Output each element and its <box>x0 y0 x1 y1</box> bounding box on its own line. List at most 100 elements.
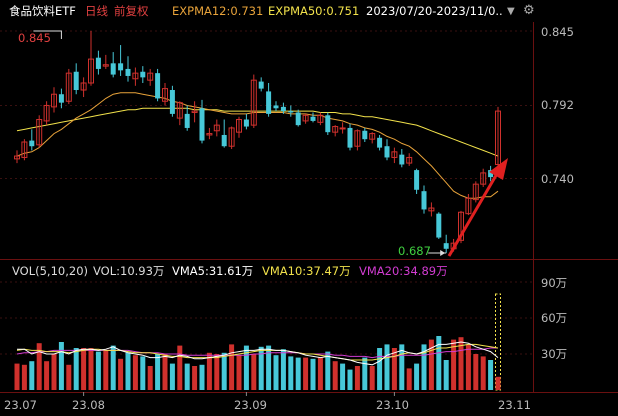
volume-bar <box>480 356 486 390</box>
volume-bar <box>199 364 205 390</box>
time-tick: 23.08 <box>72 398 105 412</box>
candle-body <box>421 191 427 210</box>
volume-bar <box>406 368 412 390</box>
candle-body <box>369 133 376 140</box>
annotation-overlay <box>33 30 508 257</box>
candle-body <box>414 170 420 190</box>
candle-body <box>155 73 161 99</box>
volume-bar <box>325 351 331 390</box>
volume-bar <box>73 348 79 390</box>
ema12-label: EXPMA12:0.731 <box>172 4 264 18</box>
volume-bar <box>66 364 72 390</box>
candle-body <box>384 146 390 158</box>
volume-bar <box>95 351 101 390</box>
candle-body <box>443 243 449 249</box>
candle-body <box>65 72 72 102</box>
adjust-label[interactable]: 前复权 <box>114 4 149 18</box>
candle-body <box>288 111 294 113</box>
volume-bar <box>88 348 94 390</box>
gear-icon[interactable]: ⚙ <box>523 3 535 18</box>
candle-body <box>95 57 101 69</box>
time-tick: 23.11 <box>498 398 531 412</box>
volume-bar <box>384 344 390 390</box>
time-tick: 23.09 <box>234 398 267 412</box>
volume-bar <box>118 358 124 390</box>
candle-body <box>258 81 264 89</box>
ema50-line <box>16 107 499 157</box>
candle-body <box>73 71 79 91</box>
candle-body <box>266 91 272 114</box>
volume-bar <box>147 366 153 390</box>
volume-bar <box>458 337 464 390</box>
high-price-label: 0.845 <box>18 31 51 45</box>
candle-body <box>118 63 124 71</box>
candle-body <box>317 114 324 123</box>
candle-body <box>213 124 220 132</box>
volume-bar <box>206 352 212 390</box>
volume-bar <box>280 349 286 390</box>
volume-bar <box>162 354 168 390</box>
volume-bar <box>332 361 338 390</box>
candle-body <box>302 114 309 122</box>
high-leader-line <box>33 30 62 39</box>
dropdown-triangle-icon[interactable]: ▼ <box>507 6 515 17</box>
candle-body <box>488 170 494 178</box>
volume-bar <box>310 358 316 390</box>
volume-bar <box>465 344 471 390</box>
candle-body <box>332 126 339 133</box>
vma10-label: VMA10:37.47万 <box>262 264 351 278</box>
candlestick-series <box>14 31 501 253</box>
volume-bar <box>347 369 353 390</box>
date-range[interactable]: 2023/07/20-2023/11/0... <box>366 4 502 18</box>
candle-body <box>399 154 405 165</box>
volume-series <box>14 293 501 391</box>
period-label[interactable]: 日线 <box>85 4 108 18</box>
volume-bar <box>103 350 109 390</box>
candle-body <box>14 155 20 160</box>
candle-body <box>472 183 479 201</box>
security-name: 食品饮料ETF <box>9 4 76 18</box>
candle-body <box>184 113 190 128</box>
candle-body <box>480 172 487 185</box>
candle-body <box>273 105 279 109</box>
candle-body <box>495 110 501 165</box>
volume-tick: 90万 <box>541 276 568 290</box>
volume-params: VOL(5,10,20) <box>12 264 88 278</box>
candle-body <box>125 68 131 76</box>
volume-bar <box>21 364 27 390</box>
candle-body <box>88 58 94 84</box>
low-leader-arrowhead <box>440 250 446 256</box>
volume-bar <box>488 360 494 390</box>
vma20-label: VMA20:34.89万 <box>359 264 448 278</box>
volume-bar <box>51 354 57 390</box>
volume-bar <box>214 354 220 390</box>
volume-bar <box>140 356 146 390</box>
volume-bar <box>229 344 235 390</box>
volume-bar <box>273 355 279 390</box>
volume-bar <box>155 354 161 390</box>
volume-bar <box>399 344 405 390</box>
volume-bar <box>443 360 449 390</box>
candle-body <box>406 156 413 164</box>
trend-arrow-shaft <box>447 171 500 257</box>
volume-forecast-bar <box>495 293 501 391</box>
volume-bar <box>451 339 457 390</box>
candle-body <box>43 104 50 122</box>
candle-body <box>428 207 435 212</box>
candle-body <box>199 108 205 141</box>
volume-bar <box>303 357 309 390</box>
volume-value: VOL:10.93万 <box>93 264 165 278</box>
candle-body <box>250 79 257 126</box>
volume-bar <box>266 345 272 390</box>
volume-bar <box>377 348 383 390</box>
volume-bar <box>414 363 420 390</box>
volume-bar <box>428 339 434 390</box>
candle-body <box>80 82 87 91</box>
volume-bar <box>221 352 227 390</box>
volume-bar <box>36 343 42 390</box>
candle-body <box>162 88 168 102</box>
candle-body <box>21 141 28 158</box>
volume-bar <box>391 348 397 390</box>
candle-body <box>347 127 353 148</box>
